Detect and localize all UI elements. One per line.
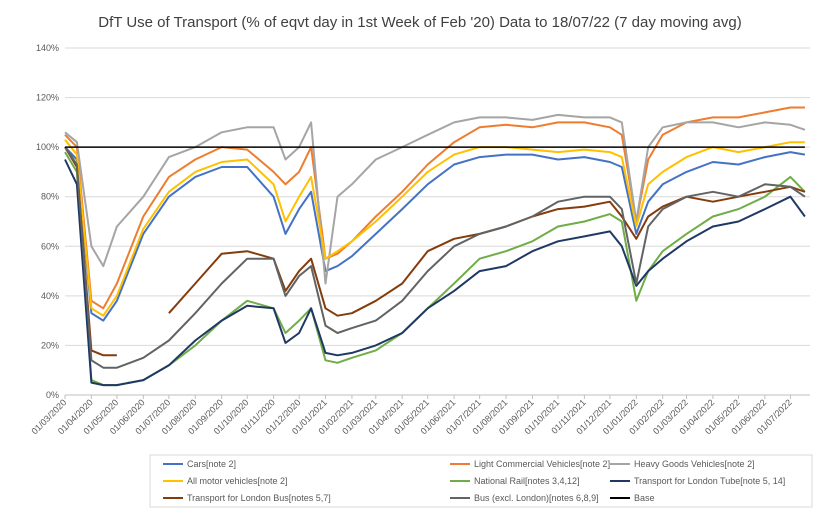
y-tick-label: 120% (36, 93, 59, 103)
series-line (64, 146, 806, 369)
chart-title: DfT Use of Transport (% of eqvt day in 1… (98, 14, 741, 31)
series-line (64, 159, 806, 387)
legend-label: Transport for London Tube[note 5, 14] (634, 476, 785, 486)
y-tick-label: 40% (41, 291, 59, 301)
y-tick-label: 80% (41, 192, 59, 202)
y-tick-label: 60% (41, 241, 59, 251)
legend-label: Heavy Goods Vehicles[note 2] (634, 459, 755, 469)
legend-label: National Rail[notes 3,4,12] (474, 476, 580, 486)
y-tick-label: 20% (41, 340, 59, 350)
series-line (64, 106, 805, 310)
series-line (64, 139, 805, 317)
legend-box (149, 454, 813, 508)
legend-label: Bus (excl. London)[notes 6,8,9] (474, 493, 599, 503)
series-line (64, 146, 806, 322)
legend-label: Base (634, 493, 655, 503)
legend-label: Light Commercial Vehicles[note 2] (474, 459, 610, 469)
y-tick-label: 100% (36, 142, 59, 152)
legend-label: All motor vehicles[note 2] (187, 476, 288, 486)
legend-label: Transport for London Bus[notes 5,7] (187, 493, 331, 503)
y-tick-label: 0% (46, 390, 59, 400)
legend-label: Cars[note 2] (187, 459, 236, 469)
y-tick-label: 140% (36, 43, 59, 53)
